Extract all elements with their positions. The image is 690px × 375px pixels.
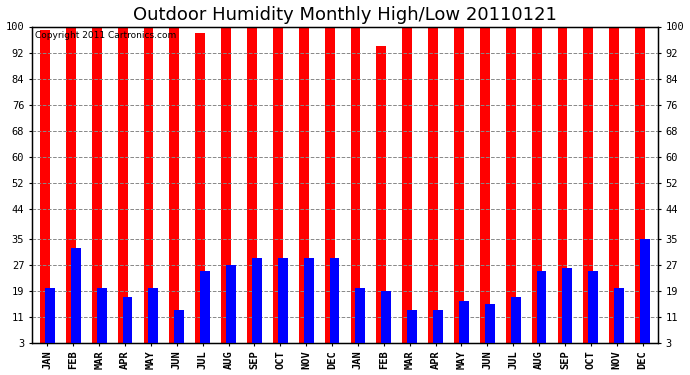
Bar <box>558 27 567 343</box>
Bar <box>330 258 339 343</box>
Bar <box>635 27 645 343</box>
Bar <box>66 27 76 343</box>
Bar <box>304 258 313 343</box>
Bar <box>252 258 262 343</box>
Bar <box>97 288 106 343</box>
Bar <box>584 27 593 343</box>
Bar <box>589 271 598 343</box>
Bar <box>325 27 335 343</box>
Bar <box>562 268 572 343</box>
Bar <box>118 27 128 343</box>
Bar <box>377 46 386 343</box>
Bar <box>480 27 490 343</box>
Bar <box>170 27 179 343</box>
Bar <box>299 27 308 343</box>
Bar <box>226 265 236 343</box>
Bar <box>454 27 464 343</box>
Bar <box>428 27 438 343</box>
Bar <box>614 288 624 343</box>
Bar <box>511 297 520 343</box>
Bar <box>278 258 288 343</box>
Bar <box>537 271 546 343</box>
Title: Outdoor Humidity Monthly High/Low 20110121: Outdoor Humidity Monthly High/Low 201101… <box>133 6 557 24</box>
Bar <box>273 27 283 343</box>
Bar <box>351 27 360 343</box>
Bar <box>355 288 365 343</box>
Bar <box>71 248 81 343</box>
Bar <box>459 301 469 343</box>
Bar <box>195 33 205 343</box>
Bar <box>506 27 515 343</box>
Bar <box>175 310 184 343</box>
Bar <box>221 27 231 343</box>
Bar <box>402 27 412 343</box>
Bar <box>148 288 158 343</box>
Bar <box>532 27 542 343</box>
Bar <box>407 310 417 343</box>
Bar <box>433 310 443 343</box>
Bar <box>382 291 391 343</box>
Bar <box>45 288 55 343</box>
Bar <box>92 27 101 343</box>
Bar <box>609 27 619 343</box>
Bar <box>123 297 132 343</box>
Bar <box>200 271 210 343</box>
Bar <box>485 304 495 343</box>
Bar <box>247 27 257 343</box>
Bar <box>144 27 153 343</box>
Text: Copyright 2011 Cartronics.com: Copyright 2011 Cartronics.com <box>35 31 177 40</box>
Bar <box>640 238 650 343</box>
Bar <box>40 30 50 343</box>
